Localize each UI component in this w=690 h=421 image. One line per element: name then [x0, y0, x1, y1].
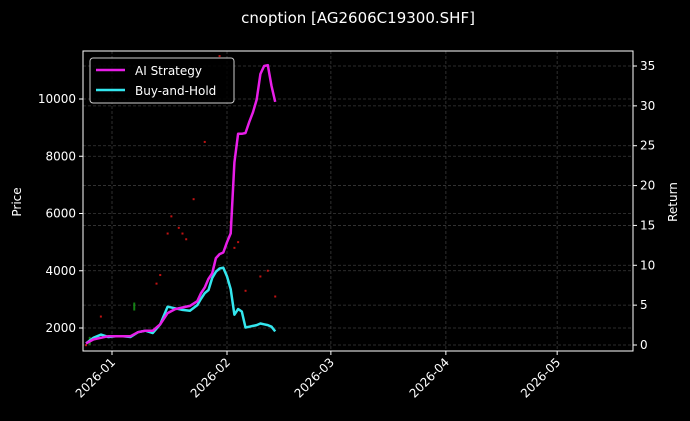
series-ai-strategy-line: [85, 63, 277, 345]
grid-lines: [83, 51, 633, 351]
price-marker: [133, 302, 136, 311]
price-marker: [185, 238, 188, 241]
price-marker: [159, 274, 162, 277]
y-left-tick-label: 8000: [45, 149, 76, 163]
y-axis-right-label: Return: [666, 182, 680, 222]
price-marker: [177, 226, 180, 229]
legend: AI Strategy Buy-and-Hold: [89, 57, 235, 104]
series-lines: [85, 63, 277, 345]
axes-frame: [82, 50, 634, 352]
y-right-tick-label: 20: [640, 179, 655, 193]
y-left-tick-label: 10000: [38, 92, 76, 106]
y-right-tick-label: 25: [640, 139, 655, 153]
price-marker: [244, 289, 247, 292]
price-marker: [85, 344, 88, 347]
y-axis-left-ticks: 2000 4000 6000 8000 10000: [38, 92, 83, 335]
legend-label-ai-strategy: AI Strategy: [135, 64, 202, 78]
price-marker: [266, 269, 269, 272]
price-marker: [166, 232, 169, 235]
y-left-tick-label: 4000: [45, 264, 76, 278]
price-marker: [181, 232, 184, 235]
price-marker: [155, 282, 158, 285]
price-marker: [237, 241, 240, 244]
y-left-tick-label: 6000: [45, 207, 76, 221]
y-axis-right-ticks: 0 5 10 15 20 25 30 35: [633, 59, 655, 352]
legend-box: [89, 57, 235, 104]
legend-label-buy-and-hold: Buy-and-Hold: [135, 84, 216, 98]
y-right-tick-label: 0: [640, 338, 648, 352]
y-left-tick-label: 2000: [45, 321, 76, 335]
price-marker: [203, 140, 206, 143]
price-marker: [170, 215, 173, 218]
y-right-tick-label: 15: [640, 218, 655, 232]
price-marker: [192, 198, 195, 201]
y-axis-left-label: Price: [10, 187, 24, 216]
price-marker: [99, 315, 102, 318]
price-marker: [218, 55, 221, 58]
y-right-tick-label: 10: [640, 258, 655, 272]
y-right-tick-label: 30: [640, 99, 655, 113]
price-marker: [233, 246, 236, 249]
y-right-tick-label: 35: [640, 59, 655, 73]
chart-title: cnoption [AG2606C19300.SHF]: [241, 9, 475, 27]
y-right-tick-label: 5: [640, 298, 648, 312]
price-marker: [259, 275, 262, 278]
price-marker: [274, 295, 277, 298]
